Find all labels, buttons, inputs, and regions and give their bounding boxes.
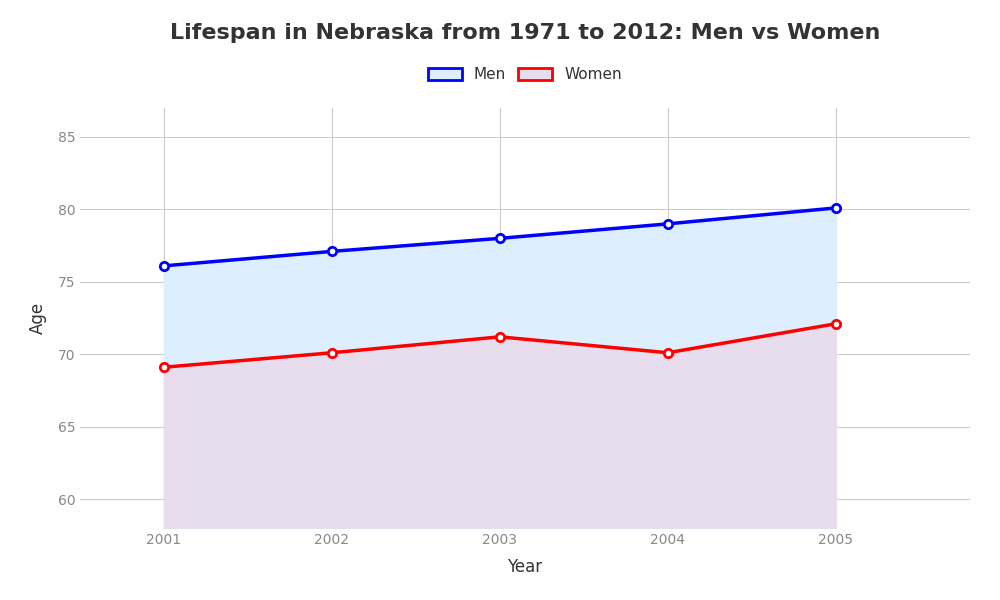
Y-axis label: Age: Age <box>28 302 46 334</box>
Legend: Men, Women: Men, Women <box>422 61 628 88</box>
Title: Lifespan in Nebraska from 1971 to 2012: Men vs Women: Lifespan in Nebraska from 1971 to 2012: … <box>170 23 880 43</box>
X-axis label: Year: Year <box>507 558 543 576</box>
